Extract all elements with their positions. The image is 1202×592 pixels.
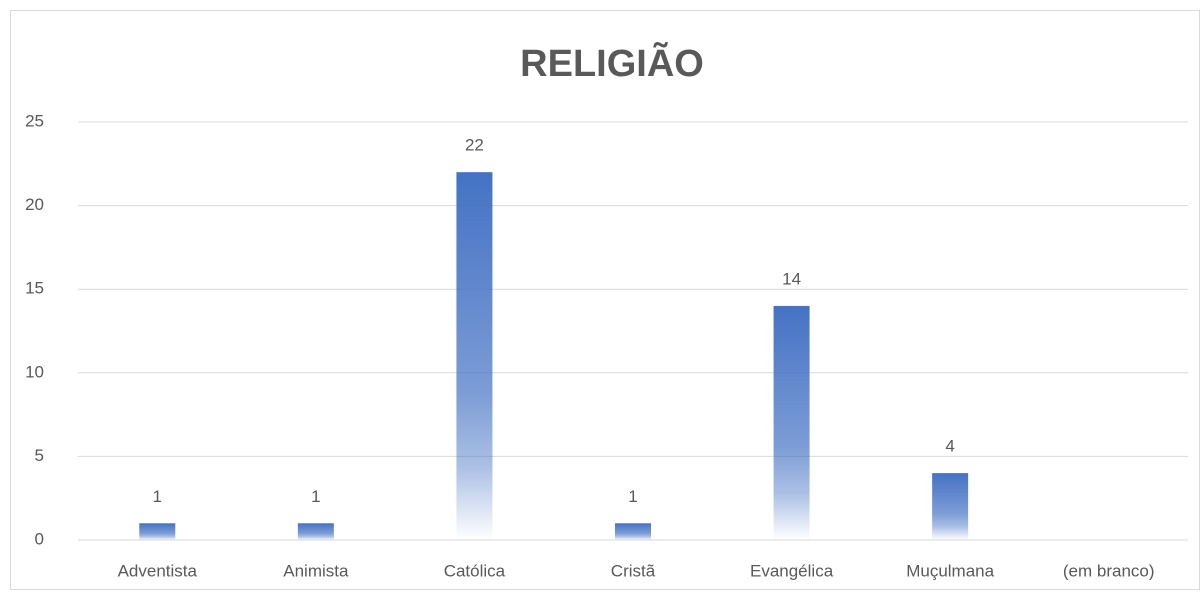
bar <box>297 523 334 540</box>
bar <box>615 523 651 540</box>
y-tick-label: 20 <box>25 195 44 214</box>
y-tick-label: 15 <box>25 279 44 298</box>
x-tick-label: Animista <box>283 561 349 580</box>
data-label: 4 <box>945 437 954 456</box>
y-tick-label: 5 <box>35 446 44 465</box>
data-label: 1 <box>311 487 320 506</box>
y-tick-label: 10 <box>25 362 44 381</box>
bar <box>139 523 176 540</box>
chart-border <box>10 10 1200 590</box>
y-tick-label: 0 <box>35 529 44 548</box>
x-tick-label: Adventista <box>118 561 198 580</box>
bar <box>932 473 969 540</box>
x-tick-label: Muçulmana <box>906 561 994 580</box>
x-tick-label: (em branco) <box>1063 561 1155 580</box>
x-tick-label: Cristã <box>611 561 656 580</box>
x-tick-label: Católica <box>444 561 506 580</box>
data-label: 1 <box>153 487 162 506</box>
chart-title: RELIGIÃO <box>520 41 704 85</box>
data-label: 22 <box>465 136 484 155</box>
y-tick-label: 25 <box>25 111 44 130</box>
bar <box>773 305 810 540</box>
data-label: 14 <box>782 269 801 288</box>
x-tick-label: Evangélica <box>750 561 834 580</box>
data-label: 1 <box>628 487 637 506</box>
bar <box>456 172 493 540</box>
